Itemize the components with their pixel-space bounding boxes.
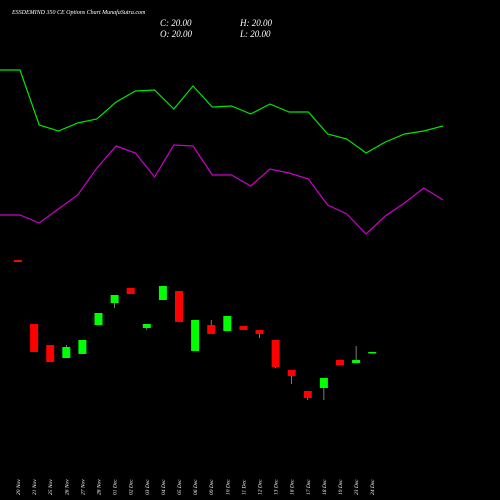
x-tick-label: 09 Dec xyxy=(209,479,215,495)
indicator-line xyxy=(0,144,444,235)
candle-body xyxy=(158,286,167,300)
x-tick-label: 12 Dec xyxy=(258,479,264,495)
high-label: H: 20.00 xyxy=(239,18,272,28)
candle-body xyxy=(303,391,312,398)
candle-body xyxy=(191,320,200,351)
close-label: C: 20.00 xyxy=(160,18,192,28)
x-tick-label: 28 Nov xyxy=(97,479,103,495)
x-tick-label: 25 Nov xyxy=(48,479,54,495)
x-tick-label: 13 Dec xyxy=(274,479,280,495)
x-tick-label: 03 Dec xyxy=(145,479,151,495)
x-tick-label: 24 Dec xyxy=(369,479,376,495)
chart-title: ESSDEMIND 350 CE Options Chart MunafaSut… xyxy=(11,9,146,16)
candle-body xyxy=(46,345,55,362)
candle-body xyxy=(142,324,151,328)
x-tick-label: 02 Dec xyxy=(129,479,135,495)
x-tick-label: 11 Dec xyxy=(241,479,247,495)
x-tick-label: 17 Dec xyxy=(306,479,312,495)
x-tick-label: 20 Nov xyxy=(16,479,22,495)
candle-body xyxy=(255,330,264,334)
candle-body xyxy=(336,360,344,365)
x-tick-label: 06 Dec xyxy=(193,479,199,495)
low-label: L: 20.00 xyxy=(239,29,271,39)
x-tick-label: 27 Nov xyxy=(80,479,86,495)
candle-body xyxy=(352,360,361,363)
candle-body xyxy=(319,378,328,388)
candle-body xyxy=(14,260,22,262)
candle-body xyxy=(271,340,280,367)
x-tick-label: 18 Dec xyxy=(322,479,328,495)
candle-body xyxy=(110,295,119,303)
x-tick-label: 16 Dec xyxy=(290,479,296,495)
candle-body xyxy=(94,313,103,325)
candle-body xyxy=(207,325,216,334)
candle-body xyxy=(239,326,248,330)
candle-body xyxy=(30,324,39,352)
x-tick-label: 23 Dec xyxy=(354,479,360,495)
candle-body xyxy=(62,347,71,358)
x-tick-label: 21 Nov xyxy=(32,479,38,495)
x-tick-label: 26 Nov xyxy=(64,479,70,495)
x-tick-label: 19 Dec xyxy=(338,479,344,495)
indicator-line xyxy=(0,69,444,154)
candle-body xyxy=(175,291,183,322)
x-tick-label: 01 Dec xyxy=(113,479,119,495)
open-label: O: 20.00 xyxy=(160,29,192,39)
x-tick-label: 05 Dec xyxy=(177,479,183,495)
candle-body xyxy=(287,370,296,376)
candle-body xyxy=(368,352,377,354)
candle-body xyxy=(78,340,87,354)
x-tick-label: 10 Dec xyxy=(225,479,231,495)
candle-body xyxy=(223,316,232,331)
candle-body xyxy=(126,288,135,294)
x-tick-label: 04 Dec xyxy=(160,479,167,495)
